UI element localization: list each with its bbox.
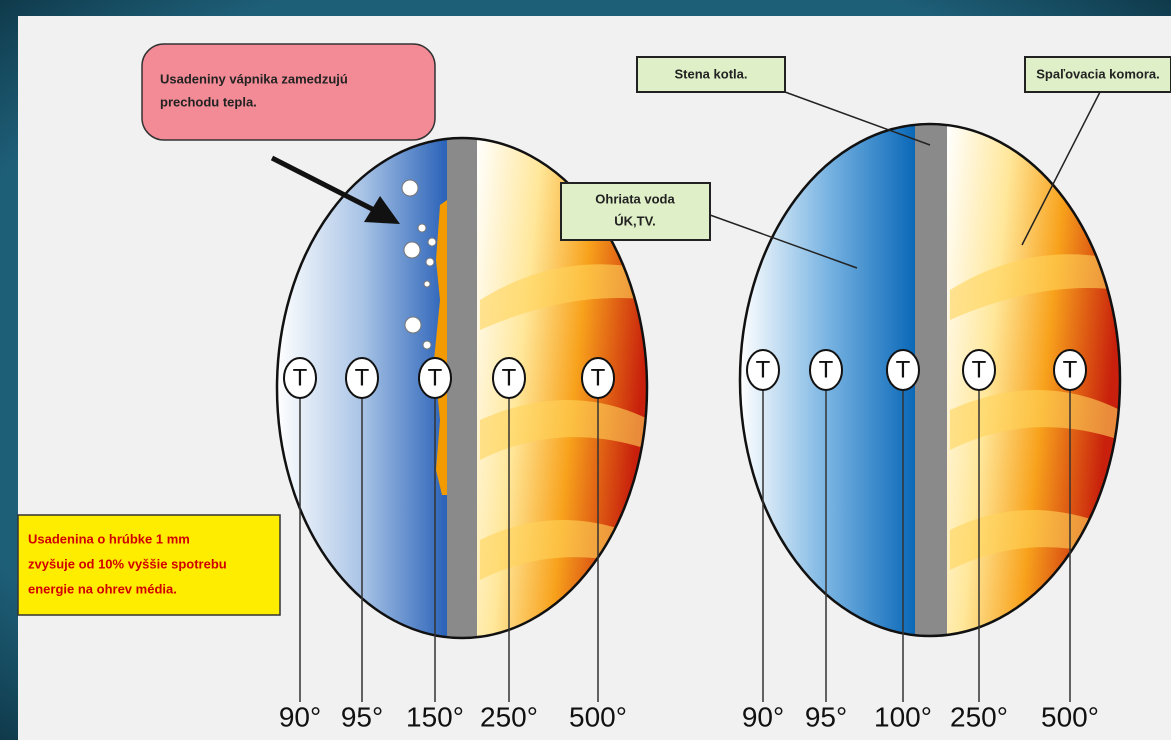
sensor <box>746 349 780 391</box>
note-line: zvyšuje od 10% vyššie spotrebu <box>28 556 227 571</box>
sensor <box>886 349 920 391</box>
sensor-label: T <box>591 364 606 391</box>
sensor-label: T <box>355 364 370 391</box>
temperature: 95° <box>805 701 847 732</box>
deposit <box>434 200 447 495</box>
sensor <box>809 349 843 391</box>
note-box <box>17 514 281 616</box>
chamber-label: Spaľovacia komora. <box>1036 66 1160 81</box>
wall-label: Stena kotla. <box>675 66 748 81</box>
sensor <box>418 357 452 399</box>
sensor-label: T <box>502 364 517 391</box>
sensor-label: T <box>293 364 308 391</box>
sensor-label: T <box>1063 356 1078 383</box>
water-label: ÚK,TV. <box>614 213 655 228</box>
left-outline <box>275 136 649 640</box>
sensor-label: T <box>972 356 987 383</box>
sensor-label: T <box>896 356 911 383</box>
sensor <box>581 357 615 399</box>
leader <box>784 91 931 146</box>
sensor <box>283 357 317 399</box>
arrow-shaft <box>270 155 380 215</box>
wall-label-box <box>636 56 786 93</box>
wall <box>915 124 947 636</box>
temperature: 90° <box>279 701 321 732</box>
sensor <box>492 357 526 399</box>
callout-line: Usadeniny vápnika zamedzujú <box>160 71 348 86</box>
flames <box>950 254 1120 570</box>
callout-line: prechodu tepla. <box>160 94 257 109</box>
temperature: 150° <box>406 701 464 732</box>
water-label: Ohriata voda <box>595 191 675 206</box>
arrow-head <box>364 196 400 224</box>
sensor-label: T <box>819 356 834 383</box>
wall <box>447 138 477 638</box>
callout-box <box>141 43 436 141</box>
chamber-label-box <box>1024 56 1171 93</box>
callout: Usadeniny vápnika zamedzujú prechodu tep… <box>141 43 436 224</box>
leader <box>709 214 858 269</box>
temperature: 90° <box>742 701 784 732</box>
leader <box>1021 91 1101 246</box>
temperature: 250° <box>480 701 538 732</box>
sensor <box>1053 349 1087 391</box>
note-line: energie na ohrev média. <box>28 581 177 596</box>
sensor-label: T <box>756 356 771 383</box>
bubbles <box>401 179 437 350</box>
temperature: 500° <box>1041 701 1099 732</box>
sensor <box>962 349 996 391</box>
right-outline <box>738 122 1122 638</box>
sensor <box>345 357 379 399</box>
flames <box>480 264 647 580</box>
temperature: 500° <box>569 701 627 732</box>
water-label-box <box>560 182 711 241</box>
temperature: 250° <box>950 701 1008 732</box>
note-line: Usadenina o hrúbke 1 mm <box>28 531 190 546</box>
sensor-label: T <box>428 364 443 391</box>
temperature: 100° <box>874 701 932 732</box>
temperature: 95° <box>341 701 383 732</box>
